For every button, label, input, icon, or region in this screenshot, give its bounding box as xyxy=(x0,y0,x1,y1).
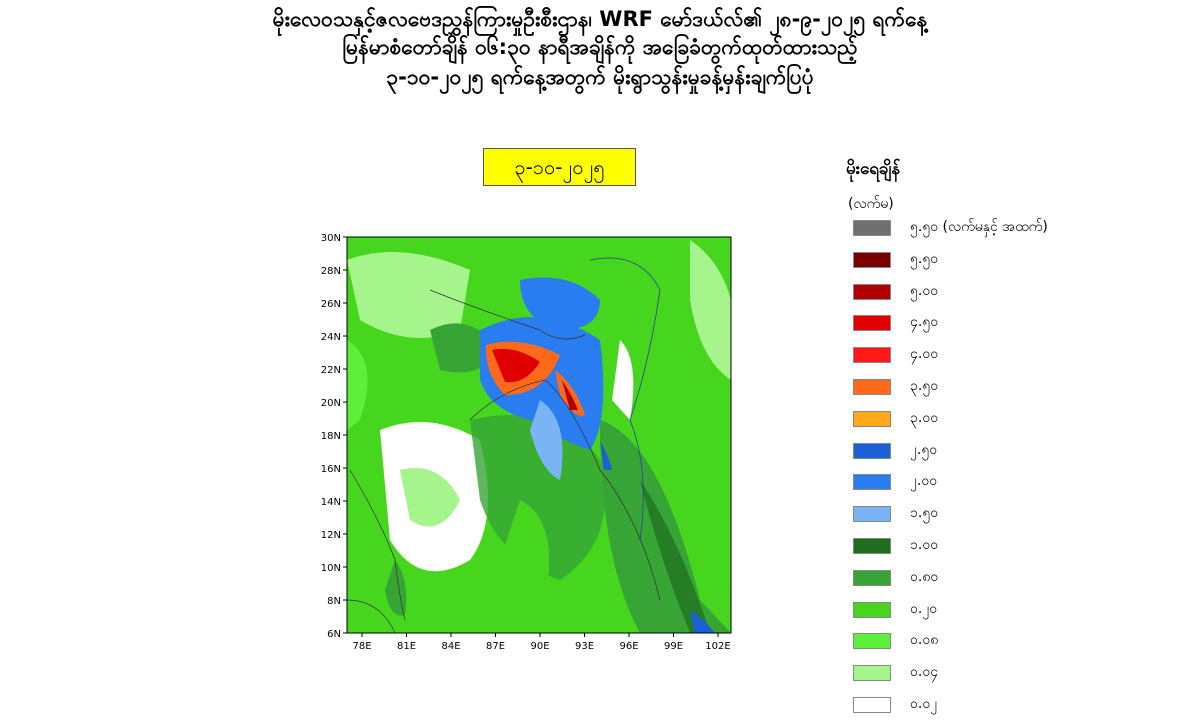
legend-label: ၀.၀၄ xyxy=(910,664,939,681)
legend-swatch xyxy=(853,315,891,332)
legend-label: ၀.၂၀ xyxy=(910,600,938,617)
legend-label: ၂.၅၀ xyxy=(910,441,938,458)
legend-label: ၄.၀၀ xyxy=(910,346,939,363)
legend-swatch xyxy=(853,601,891,618)
lat-label: 20N xyxy=(321,398,341,409)
legend-label: ၅.၅၀ (လက်မနှင့် အထက်) xyxy=(910,219,1048,235)
legend-label: ၂.၀၀ xyxy=(910,473,938,490)
lon-label: 84E xyxy=(441,641,460,652)
legend-swatch xyxy=(853,283,891,300)
legend-swatch xyxy=(853,347,891,364)
legend-swatch xyxy=(853,442,891,459)
lat-label: 10N xyxy=(321,563,341,574)
date-box: ၃-၁၀-၂၀၂၅ xyxy=(483,148,636,186)
lat-label: 8N xyxy=(327,596,341,607)
legend-swatch xyxy=(853,538,891,554)
lat-label: 22N xyxy=(321,365,341,376)
legend-unit: (လက်မ) xyxy=(848,196,894,212)
legend-label: ၀.၀၈ xyxy=(910,632,939,649)
legend-swatch xyxy=(853,665,891,682)
lon-label: 93E xyxy=(575,641,594,652)
lat-label: 28N xyxy=(321,266,341,277)
lat-label: 6N xyxy=(327,629,341,640)
lon-label: 96E xyxy=(619,641,638,652)
lat-label: 14N xyxy=(321,497,341,508)
legend-label: ၃.၀၀ xyxy=(910,409,939,426)
legend-swatch xyxy=(853,697,891,713)
lat-label: 26N xyxy=(321,299,341,310)
legend-label: ၀.၈၀ xyxy=(910,568,939,585)
legend-title: မိုးရေချိန် xyxy=(846,159,901,179)
lat-label: 18N xyxy=(321,431,341,442)
lat-label: 24N xyxy=(321,332,341,343)
legend-swatch xyxy=(853,410,891,427)
legend-swatch xyxy=(853,569,891,586)
title-line: မြန်မာစံတော်ချိန် ၀၆:၃၀ နာရီအချိန်ကို အခ… xyxy=(342,35,858,59)
lon-label: 87E xyxy=(486,641,505,652)
lat-label: 12N xyxy=(321,530,341,541)
lon-label: 78E xyxy=(352,641,371,652)
legend-label: ၅.၅၀ xyxy=(910,250,939,267)
legend-swatch xyxy=(853,251,891,268)
lon-label: 90E xyxy=(530,641,549,652)
legend-label: ၃.၅၀ xyxy=(910,378,939,394)
legend-label: ၅.၀၀ xyxy=(910,282,939,299)
title-line: ၃-၁၀-၂၀၂၅ ရက်နေ့အတွက် မိုးရွာသွန်းမှုခန့… xyxy=(386,65,814,89)
legend-swatch xyxy=(853,633,891,650)
legend-swatch xyxy=(853,506,891,523)
legend-label: ၁.၅၀ xyxy=(910,505,939,522)
legend-label: ၀.၀၂ xyxy=(910,696,938,712)
lon-label: 102E xyxy=(705,641,730,652)
lon-label: 81E xyxy=(397,641,416,652)
lon-label: 99E xyxy=(664,641,683,652)
rainfall-field xyxy=(347,237,731,633)
lat-label: 30N xyxy=(321,233,341,244)
lat-label: 16N xyxy=(321,464,341,475)
legend-swatch xyxy=(853,379,891,395)
legend-label: ၁.၀၀ xyxy=(910,537,939,553)
title-line: မိုးလေဝသနှင့်ဇလဗေဒညွှန်ကြားမှုဦးစီးဌာန၊ … xyxy=(272,7,928,31)
legend-swatch xyxy=(853,474,891,491)
legend-label: ၄.၅၀ xyxy=(910,314,939,331)
legend-swatch xyxy=(853,220,891,236)
